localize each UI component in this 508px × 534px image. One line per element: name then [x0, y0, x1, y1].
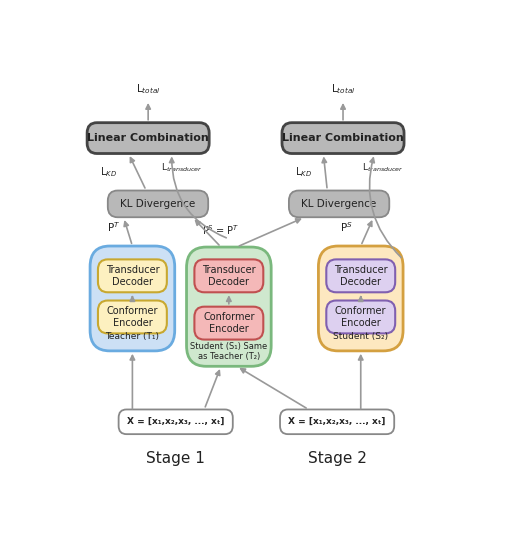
FancyBboxPatch shape — [87, 123, 209, 153]
Text: Linear Combination: Linear Combination — [282, 133, 404, 143]
Text: Teacher (T₁): Teacher (T₁) — [105, 332, 160, 341]
FancyBboxPatch shape — [195, 307, 263, 340]
FancyBboxPatch shape — [108, 191, 208, 217]
FancyBboxPatch shape — [118, 410, 233, 434]
Text: Student (S₂): Student (S₂) — [333, 332, 388, 341]
FancyBboxPatch shape — [282, 123, 404, 153]
Text: Stage 2: Stage 2 — [308, 451, 367, 466]
Text: Transducer
Decoder: Transducer Decoder — [106, 265, 159, 287]
Text: X = [x₁,x₂,x₃, ..., xₜ]: X = [x₁,x₂,x₃, ..., xₜ] — [127, 417, 225, 426]
Text: Conformer
Encoder: Conformer Encoder — [335, 306, 387, 328]
Text: L$_{total}$: L$_{total}$ — [136, 82, 161, 96]
Text: Transducer
Decoder: Transducer Decoder — [202, 265, 256, 287]
FancyBboxPatch shape — [186, 247, 271, 366]
Text: P$^S$: P$^S$ — [340, 221, 353, 234]
Text: Linear Combination: Linear Combination — [87, 133, 209, 143]
Text: KL Divergence: KL Divergence — [120, 199, 196, 209]
Text: L$_{KD}$: L$_{KD}$ — [295, 165, 312, 179]
Text: KL Divergence: KL Divergence — [301, 199, 377, 209]
Text: Conformer
Encoder: Conformer Encoder — [203, 312, 255, 334]
Text: Student (S₁) Same
as Teacher (T₂): Student (S₁) Same as Teacher (T₂) — [190, 342, 268, 362]
FancyBboxPatch shape — [195, 260, 263, 292]
FancyBboxPatch shape — [319, 246, 403, 351]
FancyBboxPatch shape — [90, 246, 175, 351]
Text: L$_{total}$: L$_{total}$ — [331, 82, 355, 96]
FancyBboxPatch shape — [326, 301, 395, 333]
Text: L$_{transducer}$: L$_{transducer}$ — [161, 162, 202, 174]
Text: P$^T$: P$^T$ — [107, 221, 120, 234]
Text: P$^S$ = P$^T$: P$^S$ = P$^T$ — [202, 223, 240, 237]
FancyBboxPatch shape — [280, 410, 394, 434]
Text: L$_{transducer}$: L$_{transducer}$ — [362, 162, 403, 174]
FancyBboxPatch shape — [326, 260, 395, 292]
Text: Stage 1: Stage 1 — [146, 451, 205, 466]
FancyBboxPatch shape — [289, 191, 389, 217]
Text: Transducer
Decoder: Transducer Decoder — [334, 265, 388, 287]
FancyBboxPatch shape — [98, 260, 167, 292]
Text: Conformer
Encoder: Conformer Encoder — [107, 306, 158, 328]
FancyBboxPatch shape — [98, 301, 167, 333]
Text: X = [x₁,x₂,x₃, ..., xₜ]: X = [x₁,x₂,x₃, ..., xₜ] — [289, 417, 386, 426]
Text: L$_{KD}$: L$_{KD}$ — [101, 165, 117, 179]
